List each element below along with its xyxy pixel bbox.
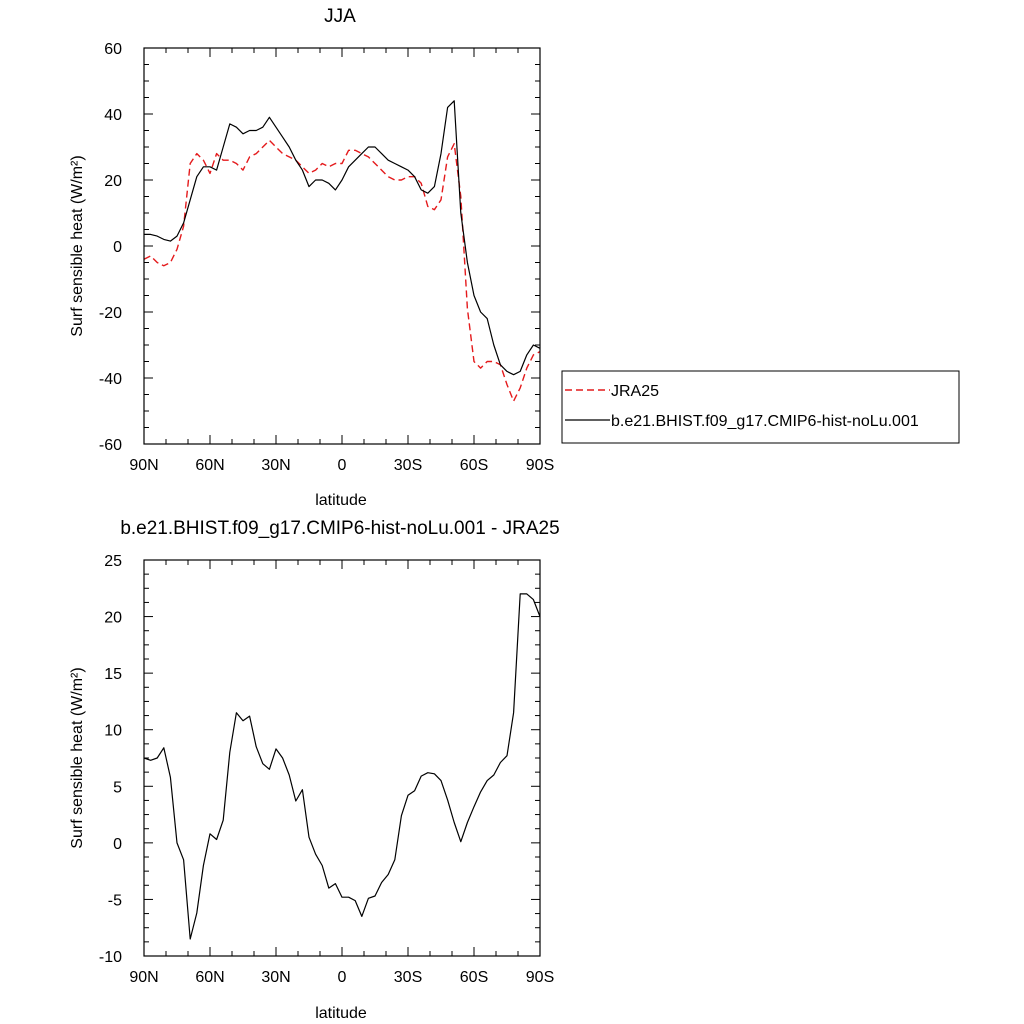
bottom-x-tick-label: 60S xyxy=(460,969,488,986)
top-series-line-0 xyxy=(143,139,541,402)
top-y-tick-label: 20 xyxy=(104,173,122,190)
bottom-chart-y-axis-label: Surf sensible heat (W/m²) xyxy=(69,667,86,848)
bottom-y-tick-label: 15 xyxy=(104,666,122,683)
top-x-tick-label: 60S xyxy=(460,457,488,474)
top-chart-y-axis-label-text: Surf sensible heat (W/m²) xyxy=(69,155,86,336)
top-chart-x-axis-label: latitude xyxy=(315,492,367,509)
top-x-tick-label: 90S xyxy=(526,457,554,474)
bottom-chart-series-group xyxy=(143,593,541,940)
bottom-y-tick-label: 5 xyxy=(113,779,122,796)
bottom-chart: b.e21.BHIST.f09_g17.CMIP6-hist-noLu.001 … xyxy=(69,518,560,1022)
bottom-x-tick-label: 90S xyxy=(526,969,554,986)
bottom-chart-axes: 90N 60N 30N 0 30S 60S 90S -10 -5 0 5 10 15 20 25 xyxy=(99,553,554,986)
bottom-chart-title: b.e21.BHIST.f09_g17.CMIP6-hist-noLu.001 … xyxy=(120,518,559,539)
top-x-tick-label: 0 xyxy=(338,457,347,474)
top-x-tick-label: 90N xyxy=(129,457,158,474)
top-y-tick-label: -40 xyxy=(99,371,122,388)
legend-frame xyxy=(561,370,960,444)
top-y-tick-label: 40 xyxy=(104,107,122,124)
top-chart-plot-frame xyxy=(143,47,541,445)
top-x-tick-label: 30N xyxy=(261,457,290,474)
top-chart-axes: 90N 60N 30N 0 30S 60S 90S -60 -40 -20 0 20 40 60 xyxy=(99,41,554,474)
top-series-line-1 xyxy=(144,100,541,376)
bottom-chart-plot-frame xyxy=(143,559,541,957)
bottom-y-tick-label: 20 xyxy=(104,610,122,627)
top-chart-legend: JRA25 b.e21.BHIST.f09_g17.CMIP6-hist-noL… xyxy=(561,370,960,444)
top-chart-title: JJA xyxy=(324,6,356,27)
top-y-tick-label: 60 xyxy=(104,41,122,58)
top-x-tick-label: 60N xyxy=(195,457,224,474)
bottom-x-tick-label: 0 xyxy=(338,969,347,986)
top-chart-y-axis-label: Surf sensible heat (W/m²) xyxy=(69,155,86,336)
legend-label-model: b.e21.BHIST.f09_g17.CMIP6-hist-noLu.001 xyxy=(611,413,919,430)
bottom-y-tick-label: -10 xyxy=(99,949,122,966)
bottom-chart-y-axis-label-text: Surf sensible heat (W/m²) xyxy=(69,667,86,848)
top-y-tick-label: -20 xyxy=(99,305,122,322)
top-y-tick-label: 0 xyxy=(113,239,122,256)
legend-label-jra25: JRA25 xyxy=(611,383,659,400)
bottom-x-tick-label: 30S xyxy=(394,969,422,986)
bottom-x-tick-label: 60N xyxy=(195,969,224,986)
bottom-series-line-0 xyxy=(143,593,541,940)
bottom-y-tick-label: 0 xyxy=(113,836,122,853)
bottom-x-tick-label: 90N xyxy=(129,969,158,986)
top-chart-series-group xyxy=(143,100,541,402)
top-chart: JJA Surf sensible heat (W/m²) latitude 9… xyxy=(69,6,960,509)
bottom-y-tick-label: 25 xyxy=(104,553,122,570)
top-x-tick-label: 30S xyxy=(394,457,422,474)
bottom-x-tick-label: 30N xyxy=(261,969,290,986)
bottom-y-tick-label: 10 xyxy=(104,723,122,740)
top-y-tick-label: -60 xyxy=(99,437,122,454)
bottom-y-tick-label: -5 xyxy=(108,892,122,909)
bottom-chart-x-axis-label: latitude xyxy=(315,1005,367,1022)
